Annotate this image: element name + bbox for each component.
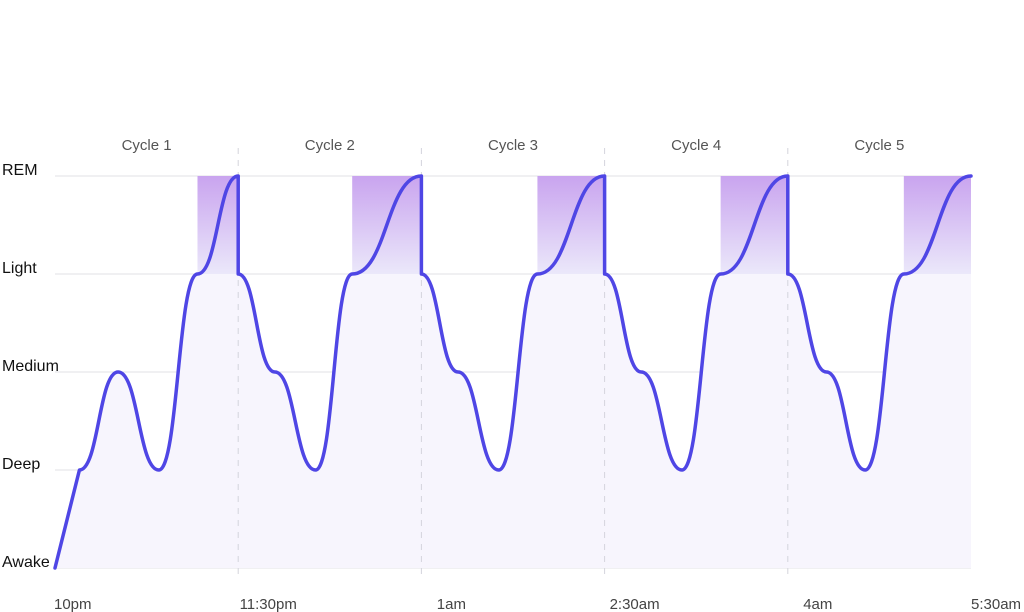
cycle-label-3: Cycle 3 [488,137,538,154]
x-tick-label: 10pm [54,596,92,612]
x-tick-label: 11:30pm [240,596,297,612]
y-label-deep: Deep [2,456,40,473]
y-label-rem: REM [2,162,38,179]
sleep-stage-line [53,174,973,570]
y-label-light: Light [2,260,37,277]
cycle-label-1: Cycle 1 [122,137,172,154]
x-tick-label: 2:30am [610,596,660,612]
x-tick-label: 4am [803,596,832,612]
x-tick-label: 1am [437,596,466,612]
cycle-label-2: Cycle 2 [305,137,355,154]
y-label-awake: Awake [2,554,50,571]
cycle-label-5: Cycle 5 [854,137,904,154]
cycle-label-4: Cycle 4 [671,137,721,154]
y-label-medium: Medium [2,358,59,375]
x-tick-label: 5:30am [971,596,1021,612]
